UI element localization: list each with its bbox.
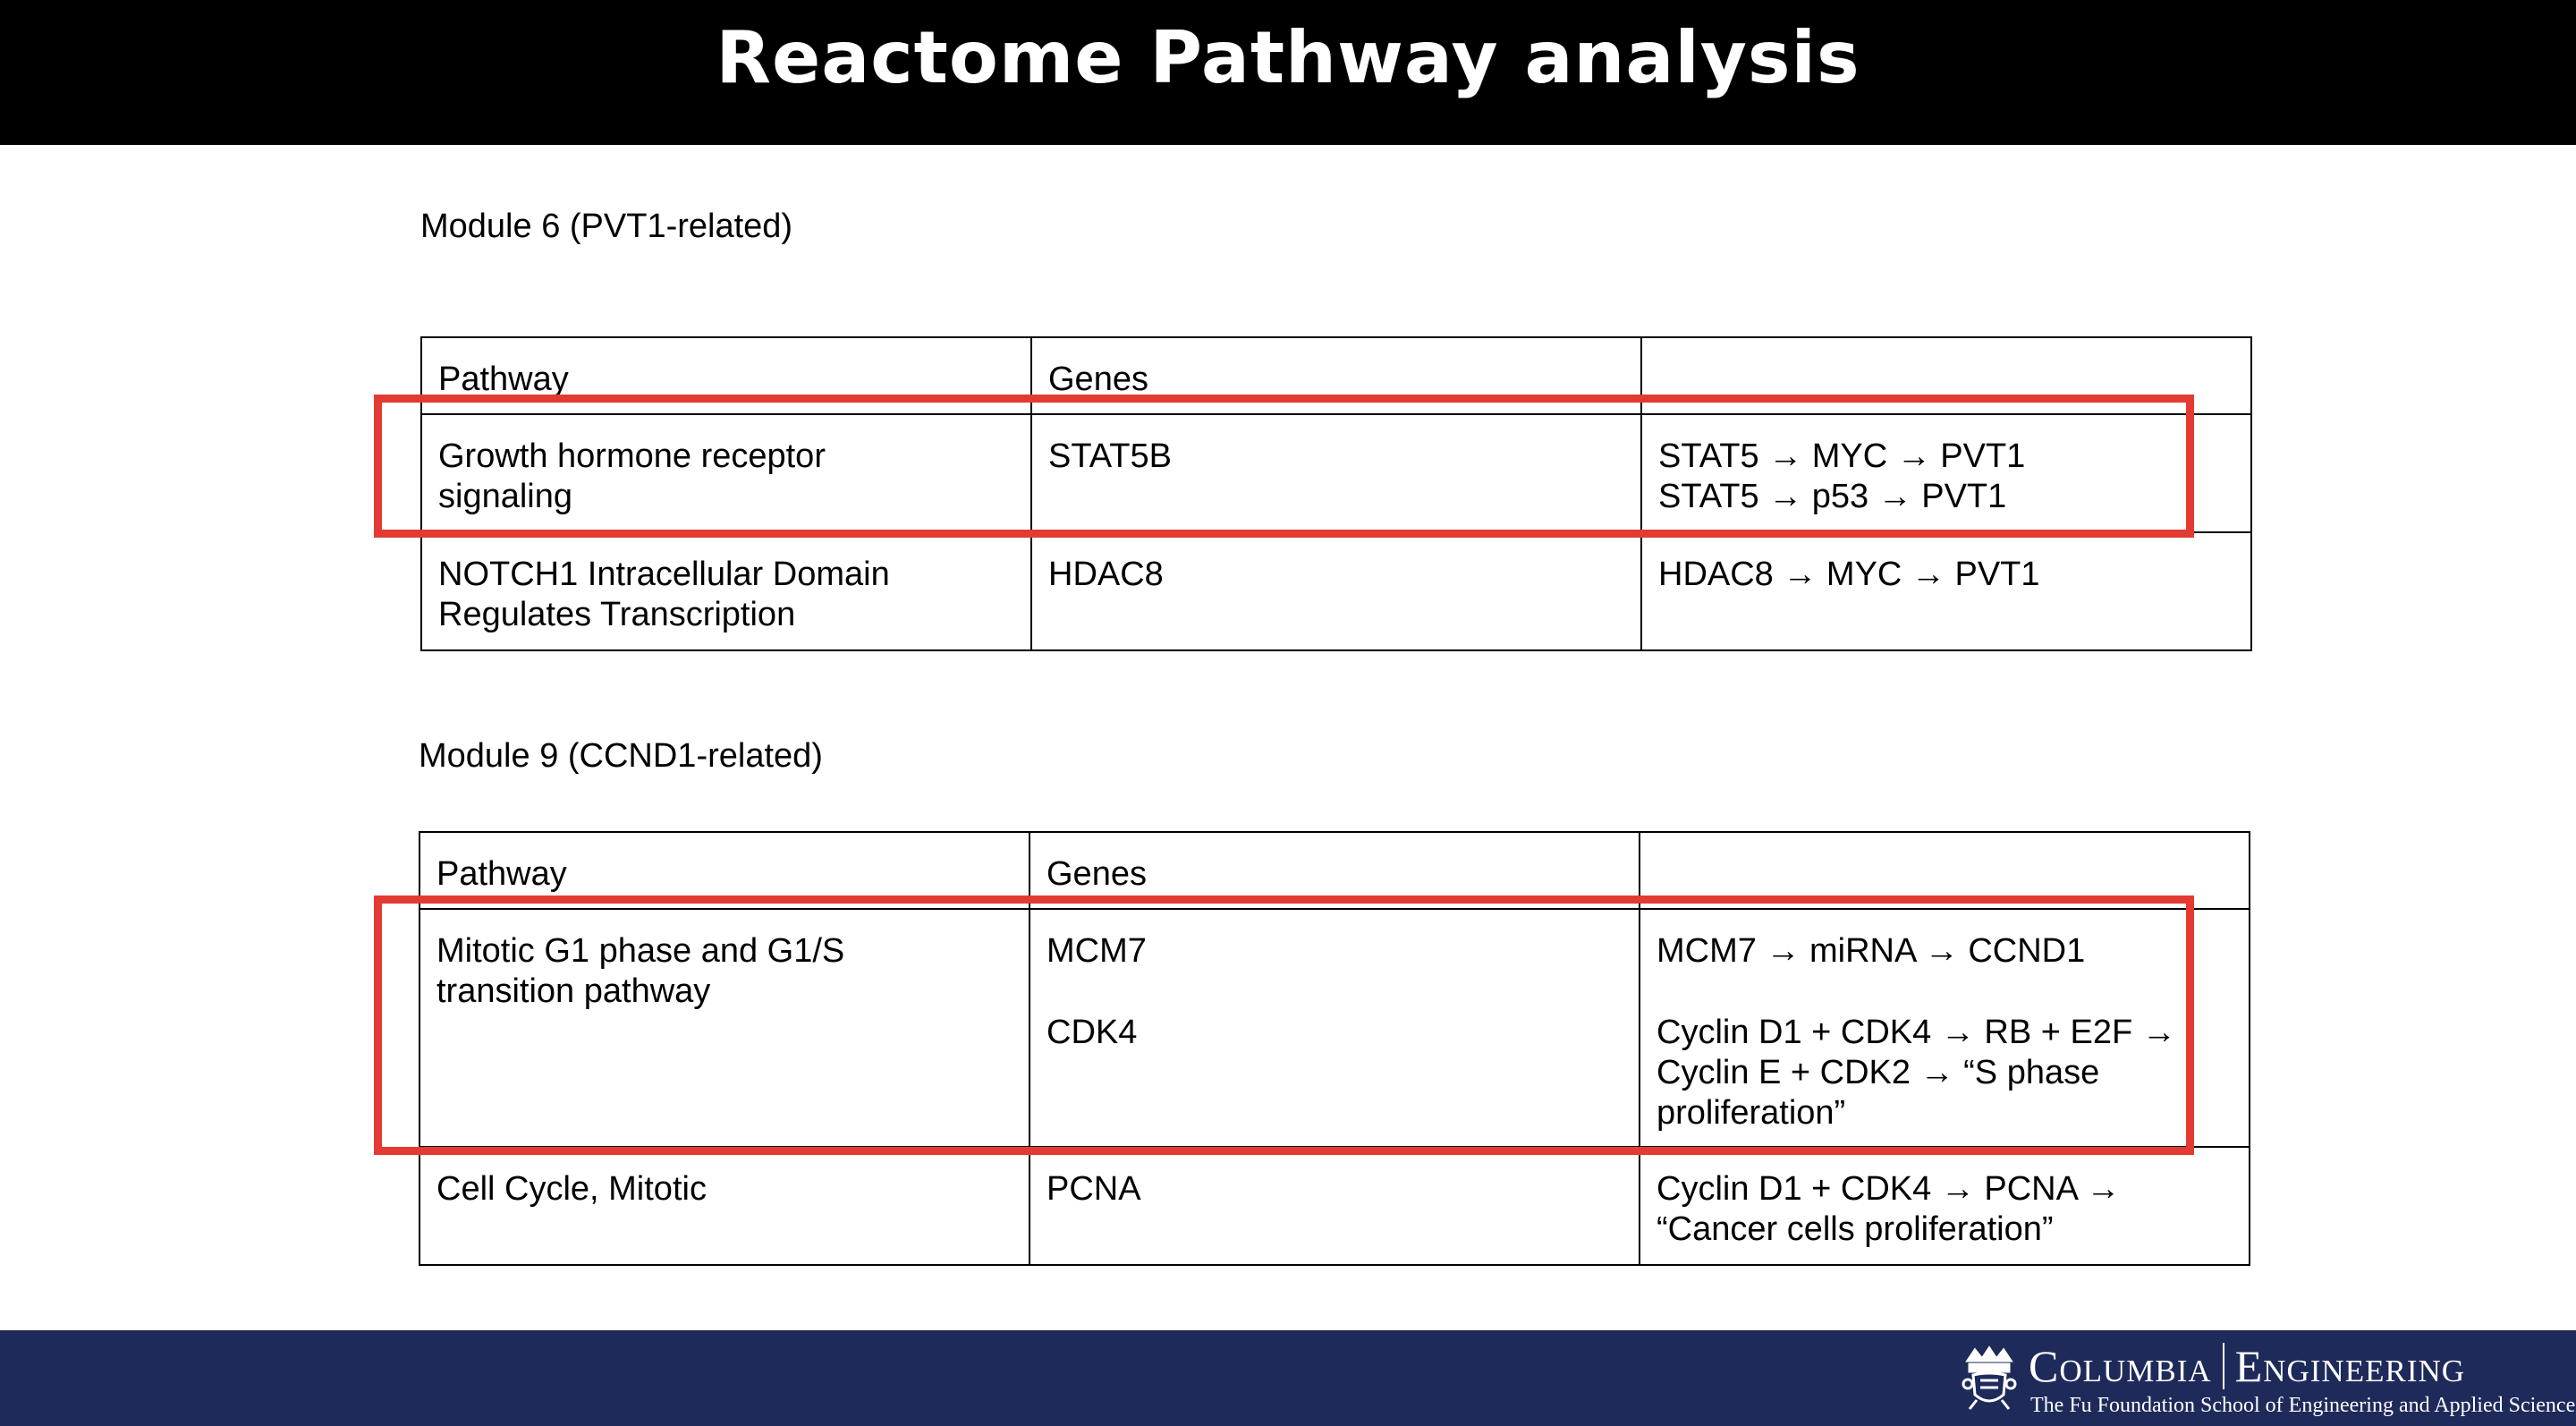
table-row: Growth hormone receptor signaling STAT5B… [420, 413, 2252, 533]
table-row: Cell Cycle, Mitotic PCNA Cyclin D1 + CDK… [419, 1146, 2250, 1266]
table-row: Mitotic G1 phase and G1/S transition pat… [419, 908, 2250, 1148]
logo-engineering: Engineering [2234, 1341, 2466, 1391]
module-6-table: Pathway Genes Growth hormone receptor si… [420, 336, 2252, 651]
header-empty [1639, 831, 2250, 910]
table-header-row: Pathway Genes [419, 831, 2250, 910]
pathway-cell: NOTCH1 Intracellular Domain Regulates Tr… [420, 531, 1032, 651]
pathway-cell: Growth hormone receptor signaling [420, 413, 1032, 533]
logo-subtitle: The Fu Foundation School of Engineering … [2030, 1394, 2576, 1417]
footer-bar: Columbia Engineering The Fu Foundation Sc… [0, 1330, 2576, 1426]
header-empty [1640, 336, 2252, 415]
genes-cell: HDAC8 [1030, 531, 1642, 651]
header-genes: Genes [1029, 831, 1640, 910]
notes-cell: MCM7 → miRNA → CCND1 Cyclin D1 + CDK4 → … [1639, 908, 2250, 1148]
notes-cell: Cyclin D1 + CDK4 → PCNA → “Cancer cells … [1639, 1146, 2250, 1266]
module-9-title: Module 9 (CCND1-related) [419, 737, 823, 775]
title-bar: Reactome Pathway analysis [0, 0, 2576, 145]
pathway-cell: Mitotic G1 phase and G1/S transition pat… [419, 908, 1030, 1148]
notes-cell: HDAC8 → MYC → PVT1 [1640, 531, 2252, 651]
crown-crest-icon [1962, 1345, 2017, 1410]
genes-cell: STAT5B [1030, 413, 1642, 533]
genes-cell: MCM7 CDK4 [1029, 908, 1640, 1148]
table-header-row: Pathway Genes [420, 336, 2252, 415]
module-6-title: Module 6 (PVT1-related) [420, 208, 793, 245]
table-row: NOTCH1 Intracellular Domain Regulates Tr… [420, 531, 2252, 651]
slide-title: Reactome Pathway analysis [716, 16, 1860, 99]
header-pathway: Pathway [419, 831, 1030, 910]
columbia-engineering-logo: Columbia Engineering [2029, 1343, 2555, 1389]
module-9-table: Pathway Genes Mitotic G1 phase and G1/S … [419, 831, 2250, 1266]
pathway-cell: Cell Cycle, Mitotic [419, 1146, 1030, 1266]
genes-cell: PCNA [1029, 1146, 1640, 1266]
logo-columbia: Columbia [2029, 1341, 2212, 1391]
logo-divider [2222, 1343, 2224, 1389]
header-genes: Genes [1030, 336, 1642, 415]
header-pathway: Pathway [420, 336, 1032, 415]
notes-cell: STAT5 → MYC → PVT1 STAT5 → p53 → PVT1 [1640, 413, 2252, 533]
